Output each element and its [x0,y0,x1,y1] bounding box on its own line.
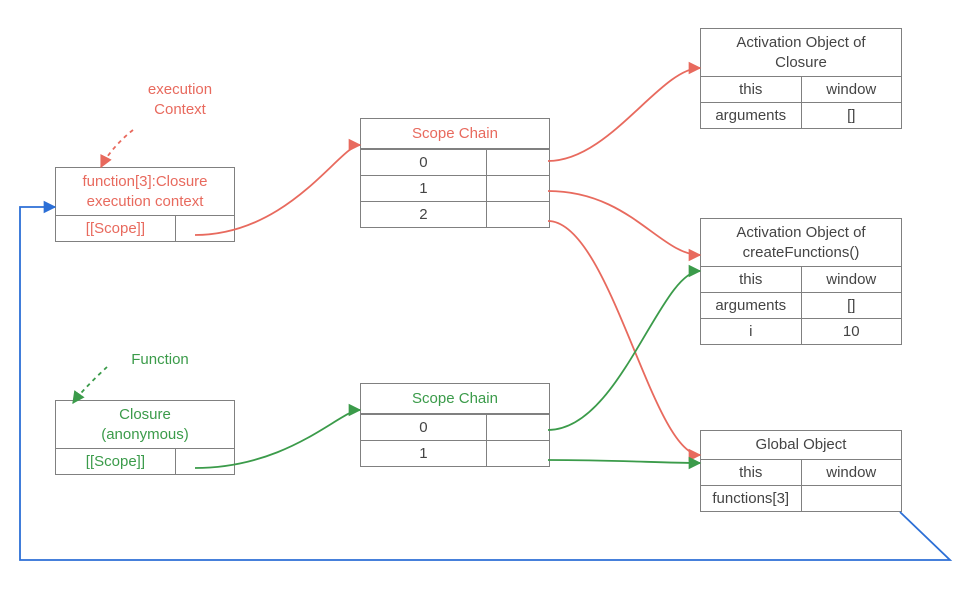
scope-chain-1: Scope Chain 012 [360,118,550,228]
kv-row: i10 [701,318,901,344]
kv-value [801,485,902,511]
scope-pointer [487,149,549,175]
kv-row: arguments[] [701,102,901,128]
sc1-title: Scope Chain [361,119,549,149]
arrow [548,68,700,161]
global-title: Global Object [701,431,901,459]
scope-chain-2: Scope Chain 01 [360,383,550,467]
closure-scope-pointer [176,448,234,474]
closure-title-line1: Closure [119,406,171,423]
kv-key: arguments [701,292,801,318]
closure-scope-label: [[Scope]] [56,448,176,474]
kv-key: i [701,318,801,344]
label-line1: execution [148,81,212,98]
global-object: Global Object thiswindowfunctions[3] [700,430,902,512]
scope-index: 1 [361,440,487,466]
arrow [548,271,700,430]
kv-value: [] [801,102,902,128]
kv-key: this [701,459,801,485]
ctx-scope-pointer [176,215,234,241]
label-function-text: Function [131,351,189,368]
kv-row: functions[3] [701,485,901,511]
scope-index-row: 0 [361,414,549,440]
label-line2: Context [154,101,206,118]
arrow [73,367,107,403]
scope-index: 0 [361,149,487,175]
kv-key: this [701,266,801,292]
scope-index-row: 1 [361,175,549,201]
kv-row: thiswindow [701,459,901,485]
scope-index-row: 0 [361,149,549,175]
ctx-title-line2: execution context [87,193,204,210]
ctx-title-line1: function[3]:Closure [82,173,207,190]
kv-key: this [701,76,801,102]
kv-row: thiswindow [701,76,901,102]
ctx-title: function[3]:Closure execution context [56,168,234,215]
arrow [548,221,700,455]
arrow [548,460,700,463]
closure-title: Closure (anonymous) [56,401,234,448]
scope-index: 2 [361,201,487,227]
kv-value: 10 [801,318,902,344]
scope-pointer [487,440,549,466]
arrow [548,191,700,255]
sc2-title: Scope Chain [361,384,549,414]
execution-context-box: function[3]:Closure execution context [[… [55,167,235,242]
kv-key: functions[3] [701,485,801,511]
scope-index: 0 [361,414,487,440]
closure-title-line2: (anonymous) [101,426,189,443]
kv-key: arguments [701,102,801,128]
scope-pointer [487,201,549,227]
label-function: Function [100,350,220,370]
kv-value: [] [801,292,902,318]
kv-row: arguments[] [701,292,901,318]
kv-value: window [801,459,902,485]
closure-function-box: Closure (anonymous) [[Scope]] [55,400,235,475]
scope-index-row: 1 [361,440,549,466]
kv-row: thiswindow [701,266,901,292]
activation-object-closure: Activation Object of Closure thiswindowa… [700,28,902,129]
scope-pointer [487,175,549,201]
ao-closure-title: Activation Object of Closure [701,29,901,76]
scope-pointer [487,414,549,440]
scope-index-row: 2 [361,201,549,227]
scope-index: 1 [361,175,487,201]
ao-create-title: Activation Object of createFunctions() [701,219,901,266]
kv-value: window [801,76,902,102]
arrow [101,130,133,167]
kv-value: window [801,266,902,292]
activation-object-create-functions: Activation Object of createFunctions() t… [700,218,902,345]
label-execution-context: execution Context [120,80,240,119]
ctx-scope-label: [[Scope]] [56,215,176,241]
